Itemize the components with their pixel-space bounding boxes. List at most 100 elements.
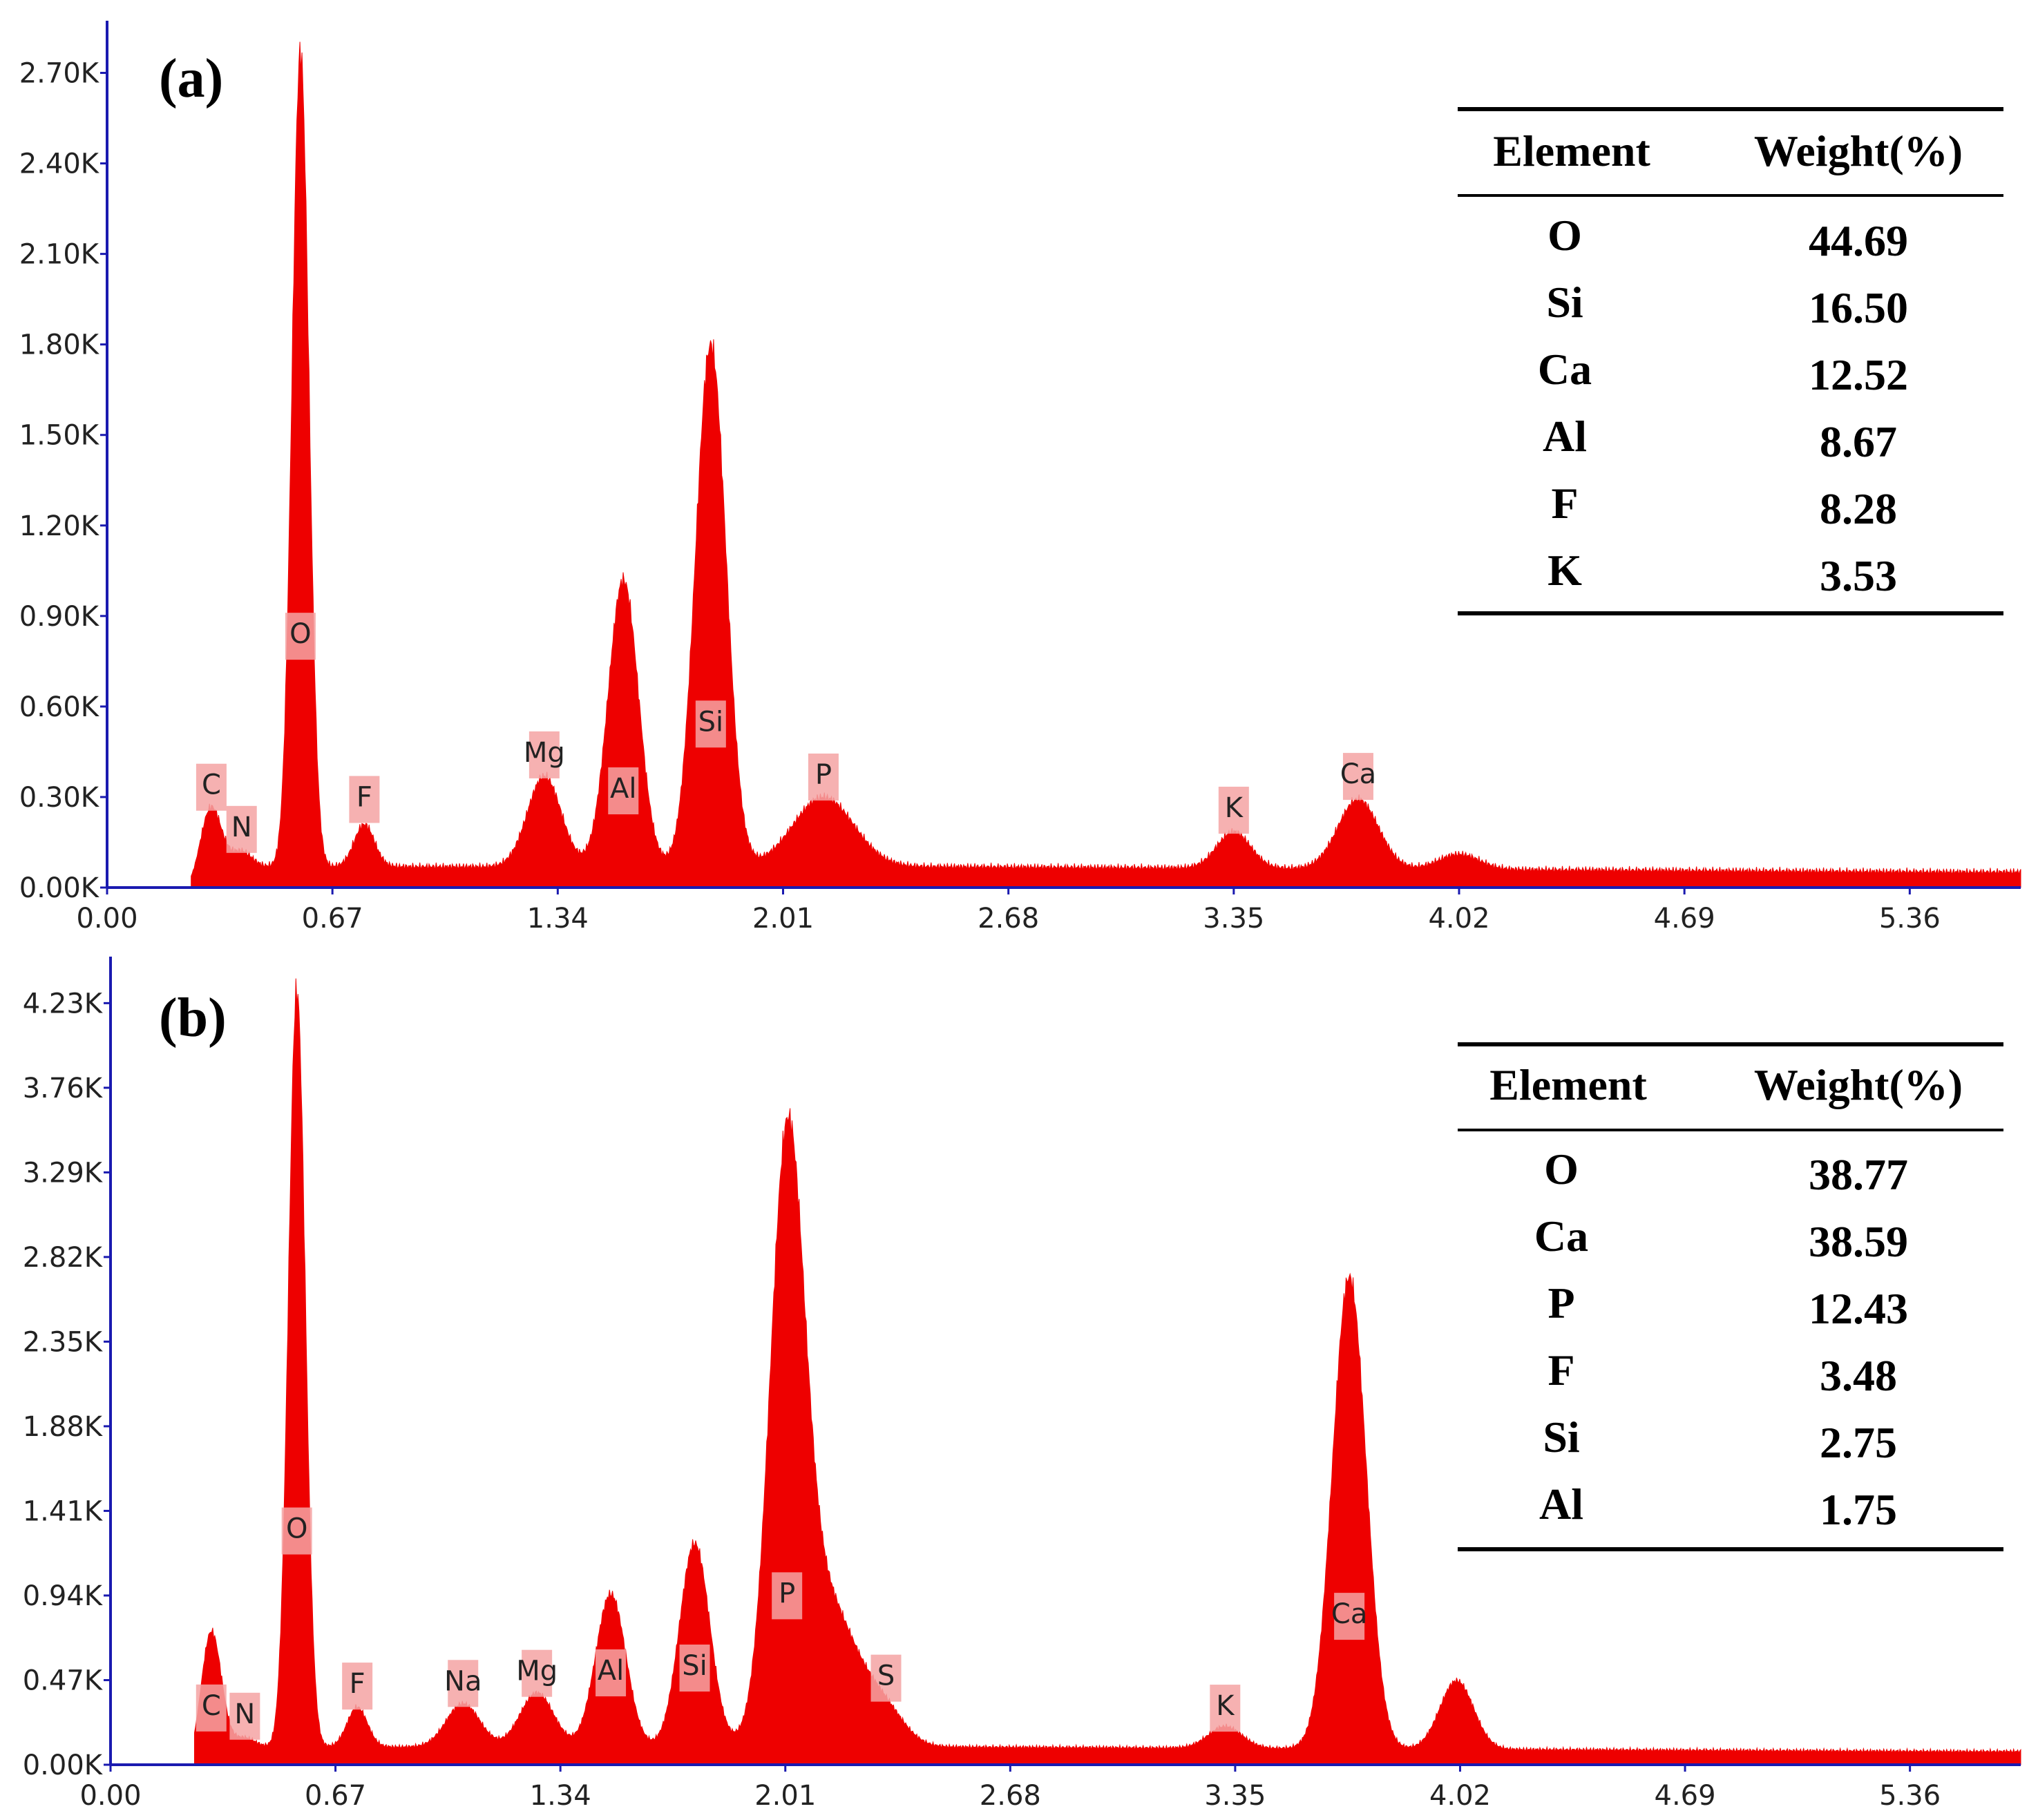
- table-row: K 3.53: [1547, 546, 1897, 600]
- peak-label-text: Si: [682, 1650, 707, 1682]
- peak-label-box: [196, 1684, 227, 1732]
- peak-label-text: Ca: [1340, 758, 1376, 790]
- table-header-weight: Weight(%): [1754, 126, 1963, 175]
- spectrum-area: [191, 41, 2021, 888]
- peak-label-text: N: [234, 1698, 255, 1730]
- peak-label-text: C: [202, 1690, 221, 1722]
- y-tick-label: 2.10K: [19, 239, 100, 271]
- table-cell-element: Al: [1543, 412, 1587, 461]
- x-tick-label: 1.34: [527, 903, 589, 935]
- peak-label-text: O: [286, 1513, 307, 1545]
- peak-label-f: F: [342, 1663, 373, 1710]
- peak-label-text: O: [289, 618, 311, 650]
- y-tick-label: 2.82K: [23, 1242, 104, 1274]
- peak-label-p: P: [772, 1572, 803, 1620]
- panel-label: (b): [159, 988, 227, 1048]
- y-tick-label: 3.29K: [23, 1157, 104, 1189]
- y-tick-label: 0.90K: [19, 601, 100, 633]
- peak-label-o: O: [281, 1507, 312, 1555]
- table-cell-element: F: [1547, 1345, 1574, 1395]
- table-cell-element: P: [1547, 1278, 1574, 1328]
- peak-label-mg: Mg: [524, 731, 565, 778]
- peak-label-box: [448, 1660, 479, 1707]
- peak-label-f: F: [349, 776, 380, 823]
- peak-label-box: [596, 1649, 627, 1696]
- peak-label-si: Si: [679, 1645, 710, 1692]
- y-tick-label: 2.35K: [23, 1326, 104, 1358]
- y-tick-label: 0.60K: [19, 691, 100, 723]
- peak-label-si: Si: [695, 700, 726, 748]
- peak-label-box: [342, 1663, 373, 1710]
- composition-table: Element Weight(%) O 38.77 Ca 38.59 P 12.43 F 3.48…: [1458, 1042, 2003, 1551]
- peak-label-al: Al: [608, 767, 639, 814]
- x-tick-label: 2.01: [754, 1780, 816, 1812]
- table-row: Al 8.67: [1543, 412, 1897, 466]
- peak-label-n: N: [226, 805, 257, 853]
- peak-label-box: [285, 613, 316, 660]
- y-tick-label: 2.40K: [19, 149, 100, 180]
- peak-label-text: Al: [598, 1655, 624, 1687]
- peak-label-box: [1218, 786, 1249, 834]
- table-cell-element: Ca: [1538, 345, 1592, 394]
- y-tick-label: 1.50K: [19, 420, 100, 452]
- peak-label-text: Mg: [516, 1656, 558, 1687]
- table-cell-element: K: [1547, 546, 1582, 595]
- peak-label-text: F: [356, 781, 372, 813]
- table-cell-weight: 16.50: [1809, 283, 1908, 332]
- y-tick-label: 1.88K: [23, 1411, 104, 1443]
- x-tick-label: 4.02: [1429, 1780, 1491, 1812]
- peak-label-text: Na: [444, 1665, 482, 1697]
- peak-label-text: K: [1225, 792, 1244, 824]
- peak-label-box: [772, 1572, 803, 1620]
- table-cell-weight: 38.77: [1809, 1150, 1908, 1199]
- peak-label-text: Al: [610, 773, 636, 805]
- peak-label-c: C: [196, 763, 227, 811]
- peak-label-box: [870, 1654, 902, 1702]
- peak-label-text: P: [815, 759, 832, 791]
- peak-label-text: F: [350, 1668, 365, 1700]
- x-tick-label: 3.35: [1203, 903, 1264, 935]
- y-tick-label: 0.00K: [19, 872, 100, 904]
- y-tick-label: 1.20K: [19, 510, 100, 542]
- peak-label-box: [528, 731, 560, 778]
- table-cell-element: O: [1544, 1144, 1579, 1194]
- peak-label-text: S: [877, 1660, 895, 1692]
- peak-label-n: N: [229, 1692, 260, 1740]
- table-cell-weight: 44.69: [1809, 216, 1908, 265]
- table-row: F 8.28: [1551, 479, 1897, 533]
- x-tick-label: 3.35: [1204, 1780, 1266, 1812]
- table-cell-weight: 2.75: [1820, 1418, 1897, 1467]
- peak-label-box: [349, 776, 380, 823]
- table-row: Si 16.50: [1546, 278, 1908, 332]
- peak-label-text: Ca: [1331, 1598, 1367, 1630]
- x-tick-label: 0.67: [302, 903, 363, 935]
- peak-label-text: K: [1216, 1690, 1235, 1722]
- x-tick-label: 2.68: [980, 1780, 1041, 1812]
- peak-label-text: Mg: [524, 737, 565, 769]
- table-cell-element: Ca: [1534, 1211, 1588, 1261]
- y-tick-label: 4.23K: [23, 988, 104, 1019]
- x-tick-label: 1.34: [530, 1780, 591, 1812]
- table-row: O 44.69: [1547, 211, 1908, 265]
- table-cell-weight: 38.59: [1809, 1217, 1908, 1266]
- peak-label-box: [522, 1649, 553, 1697]
- x-tick-label: 5.36: [1879, 1780, 1941, 1812]
- table-row: Ca 38.59: [1534, 1211, 1908, 1266]
- peak-label-s: S: [870, 1654, 902, 1702]
- peak-label-k: K: [1218, 786, 1249, 834]
- table-row: Si 2.75: [1543, 1412, 1897, 1467]
- peak-label-box: [608, 767, 639, 814]
- table-cell-element: O: [1547, 211, 1582, 260]
- peak-label-na: Na: [444, 1660, 482, 1707]
- y-tick-label: 0.94K: [23, 1580, 104, 1612]
- peak-label-text: N: [231, 812, 252, 843]
- peak-label-box: [1342, 753, 1373, 801]
- y-tick-label: 3.76K: [23, 1073, 104, 1104]
- peak-label-al: Al: [596, 1649, 627, 1696]
- peak-label-p: P: [808, 753, 839, 801]
- table-cell-weight: 8.28: [1820, 484, 1897, 533]
- y-tick-label: 0.30K: [19, 782, 100, 814]
- peak-label-c: C: [196, 1684, 227, 1732]
- peak-label-text: P: [779, 1578, 795, 1609]
